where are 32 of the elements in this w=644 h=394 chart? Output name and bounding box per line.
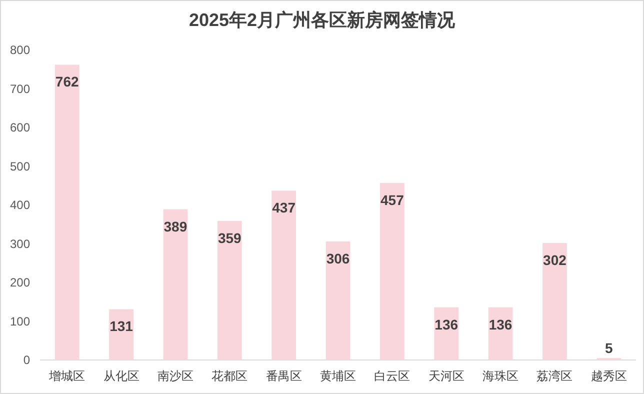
y-tick-label: 200	[10, 276, 30, 290]
data-label: 131	[110, 318, 134, 334]
y-tick-label: 300	[10, 236, 30, 251]
x-tick-label: 荔湾区	[536, 369, 573, 383]
y-tick-label: 600	[10, 120, 30, 134]
y-tick-label: 500	[10, 159, 30, 174]
x-tick-label: 从化区	[103, 369, 140, 383]
x-tick-label: 天河区	[428, 369, 464, 383]
y-tick-label: 700	[10, 82, 30, 96]
x-tick-label: 增城区	[48, 369, 86, 383]
x-tick-label: 越秀区	[590, 369, 627, 383]
x-tick-label: 番禺区	[266, 369, 302, 383]
data-label: 306	[326, 250, 350, 266]
y-tick-label: 800	[10, 43, 30, 57]
data-label: 762	[55, 74, 79, 90]
data-label: 136	[434, 316, 458, 332]
x-tick-label: 南沙区	[157, 369, 194, 383]
data-label: 437	[272, 200, 296, 216]
data-label: 457	[380, 192, 404, 208]
title: 2025年2月广州各区新房网签情况	[188, 10, 456, 30]
y-tick-label: 100	[10, 314, 30, 328]
data-label: 389	[164, 218, 188, 234]
data-label: 136	[488, 316, 512, 332]
data-label: 359	[218, 230, 242, 246]
x-tick-label: 花都区	[212, 369, 248, 383]
x-tick-label: 黄埔区	[320, 369, 356, 383]
x-tick-label: 海珠区	[482, 369, 519, 383]
data-label: 5	[605, 340, 614, 356]
x-tick-label: 白云区	[374, 369, 410, 383]
y-tick-label: 0	[23, 353, 30, 367]
data-label: 302	[543, 252, 567, 268]
y-tick-label: 400	[10, 198, 30, 212]
